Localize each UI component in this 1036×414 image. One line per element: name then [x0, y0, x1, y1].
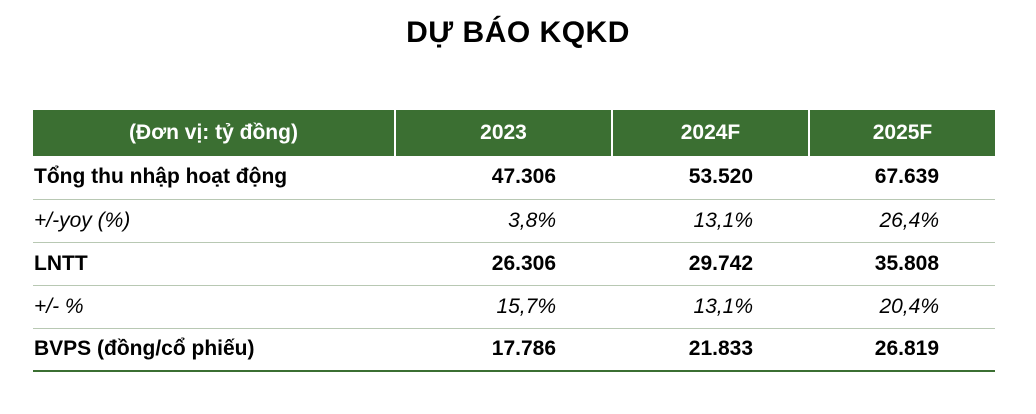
forecast-table: (Đơn vị: tỷ đồng) 2023 2024F 2025F Tổng … [33, 110, 995, 372]
cell-2025f: 67.639 [809, 156, 995, 200]
header-2024f: 2024F [611, 110, 809, 156]
header-2023: 2023 [394, 110, 612, 156]
cell-2023: 47.306 [395, 156, 612, 200]
cell-2024f: 13,1% [612, 199, 809, 243]
table-row: LNTT 26.306 29.742 35.808 [33, 242, 995, 286]
cell-2023: 15,7% [395, 285, 612, 329]
cell-2025f: 20,4% [809, 285, 995, 329]
row-label: LNTT [33, 242, 395, 286]
cell-2024f: 21.833 [612, 328, 809, 372]
row-label: +/-yoy (%) [33, 199, 395, 243]
cell-2023: 26.306 [395, 242, 612, 286]
cell-2025f: 26.819 [809, 328, 995, 372]
cell-2024f: 29.742 [612, 242, 809, 286]
header-unit: (Đơn vị: tỷ đồng) [129, 121, 298, 144]
cell-2023: 3,8% [395, 199, 612, 243]
table-row: +/- % 15,7% 13,1% 20,4% [33, 285, 995, 329]
row-label: +/- % [33, 285, 395, 329]
page-title: DỰ BÁO KQKD [406, 16, 630, 49]
cell-2024f: 53.520 [612, 156, 809, 200]
row-label: Tổng thu nhập hoạt động [33, 156, 395, 200]
row-label: BVPS (đồng/cổ phiếu) [33, 328, 395, 372]
table-header-row: (Đơn vị: tỷ đồng) 2023 2024F 2025F [33, 110, 995, 156]
cell-2025f: 35.808 [809, 242, 995, 286]
cell-2025f: 26,4% [809, 199, 995, 243]
table-row: BVPS (đồng/cổ phiếu) 17.786 21.833 26.81… [33, 328, 995, 372]
table-row: +/-yoy (%) 3,8% 13,1% 26,4% [33, 199, 995, 243]
cell-2024f: 13,1% [612, 285, 809, 329]
cell-2023: 17.786 [395, 328, 612, 372]
header-2025f: 2025F [808, 110, 995, 156]
table-row: Tổng thu nhập hoạt động 47.306 53.520 67… [33, 156, 995, 200]
